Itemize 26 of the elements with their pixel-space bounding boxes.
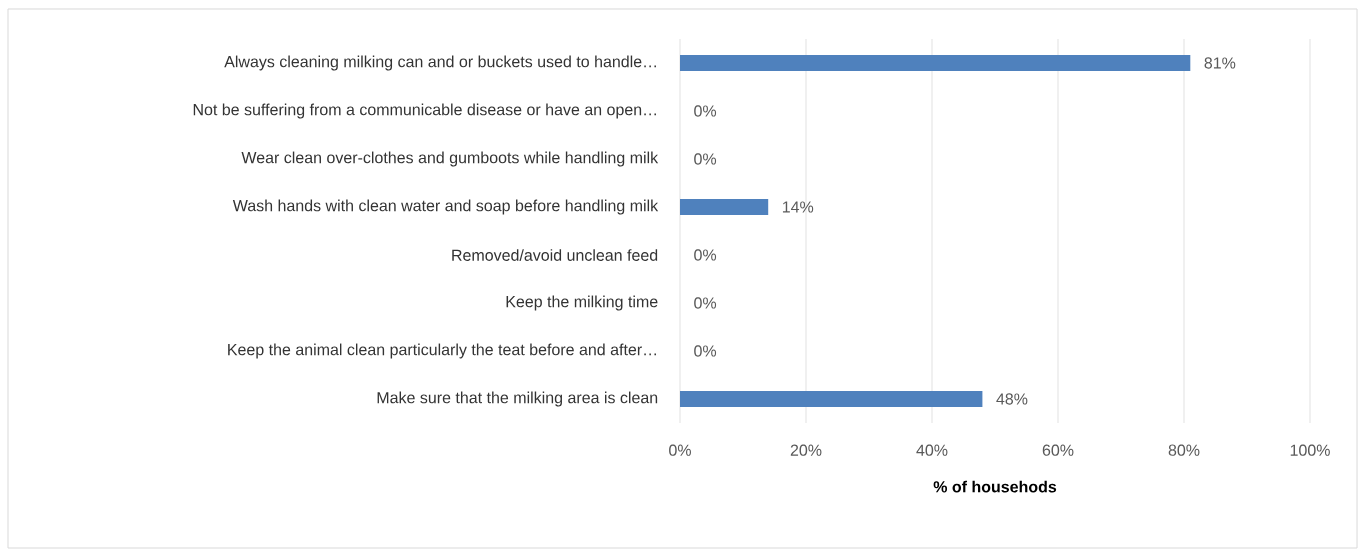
y-tick-label: Keep the milking time	[506, 295, 658, 311]
y-tick-label: Always cleaning milking can and or buckets used to handle…	[224, 55, 656, 71]
data-label: 14%	[782, 201, 814, 213]
y-tick-label: Not be suffering from a communicable disease or have an open…	[193, 103, 656, 119]
x-tick-label: 60%	[1042, 444, 1074, 456]
data-label: 0%	[694, 105, 717, 117]
x-tick-label: 0%	[669, 444, 691, 456]
y-tick-label: Keep the animal clean particularly the teat before and after…	[228, 343, 656, 359]
data-label: 0%	[694, 153, 717, 165]
y-tick-label: Wear clean over-clothes and gumboots while handling milk	[241, 151, 659, 167]
data-label: 0%	[694, 249, 717, 261]
bar	[680, 55, 1191, 71]
data-label: 0%	[694, 345, 717, 357]
bar	[680, 391, 983, 407]
x-tick-label: 40%	[916, 444, 948, 456]
x-tick-label: 100%	[1290, 444, 1330, 456]
data-label: 48%	[996, 393, 1028, 405]
bar	[680, 199, 769, 215]
y-tick-label: Removed/avoid unclean feed	[452, 249, 658, 261]
x-tick-label: 20%	[790, 444, 822, 456]
x-axis-title: % of househods	[933, 480, 1057, 493]
x-tick-label: 80%	[1168, 444, 1200, 456]
data-label: 0%	[694, 297, 717, 309]
data-label: 81%	[1204, 57, 1236, 69]
y-tick-label: Wash hands with clean water and soap before handling milk	[232, 199, 659, 215]
y-tick-label: Make sure that the milking area is clean	[377, 391, 658, 407]
